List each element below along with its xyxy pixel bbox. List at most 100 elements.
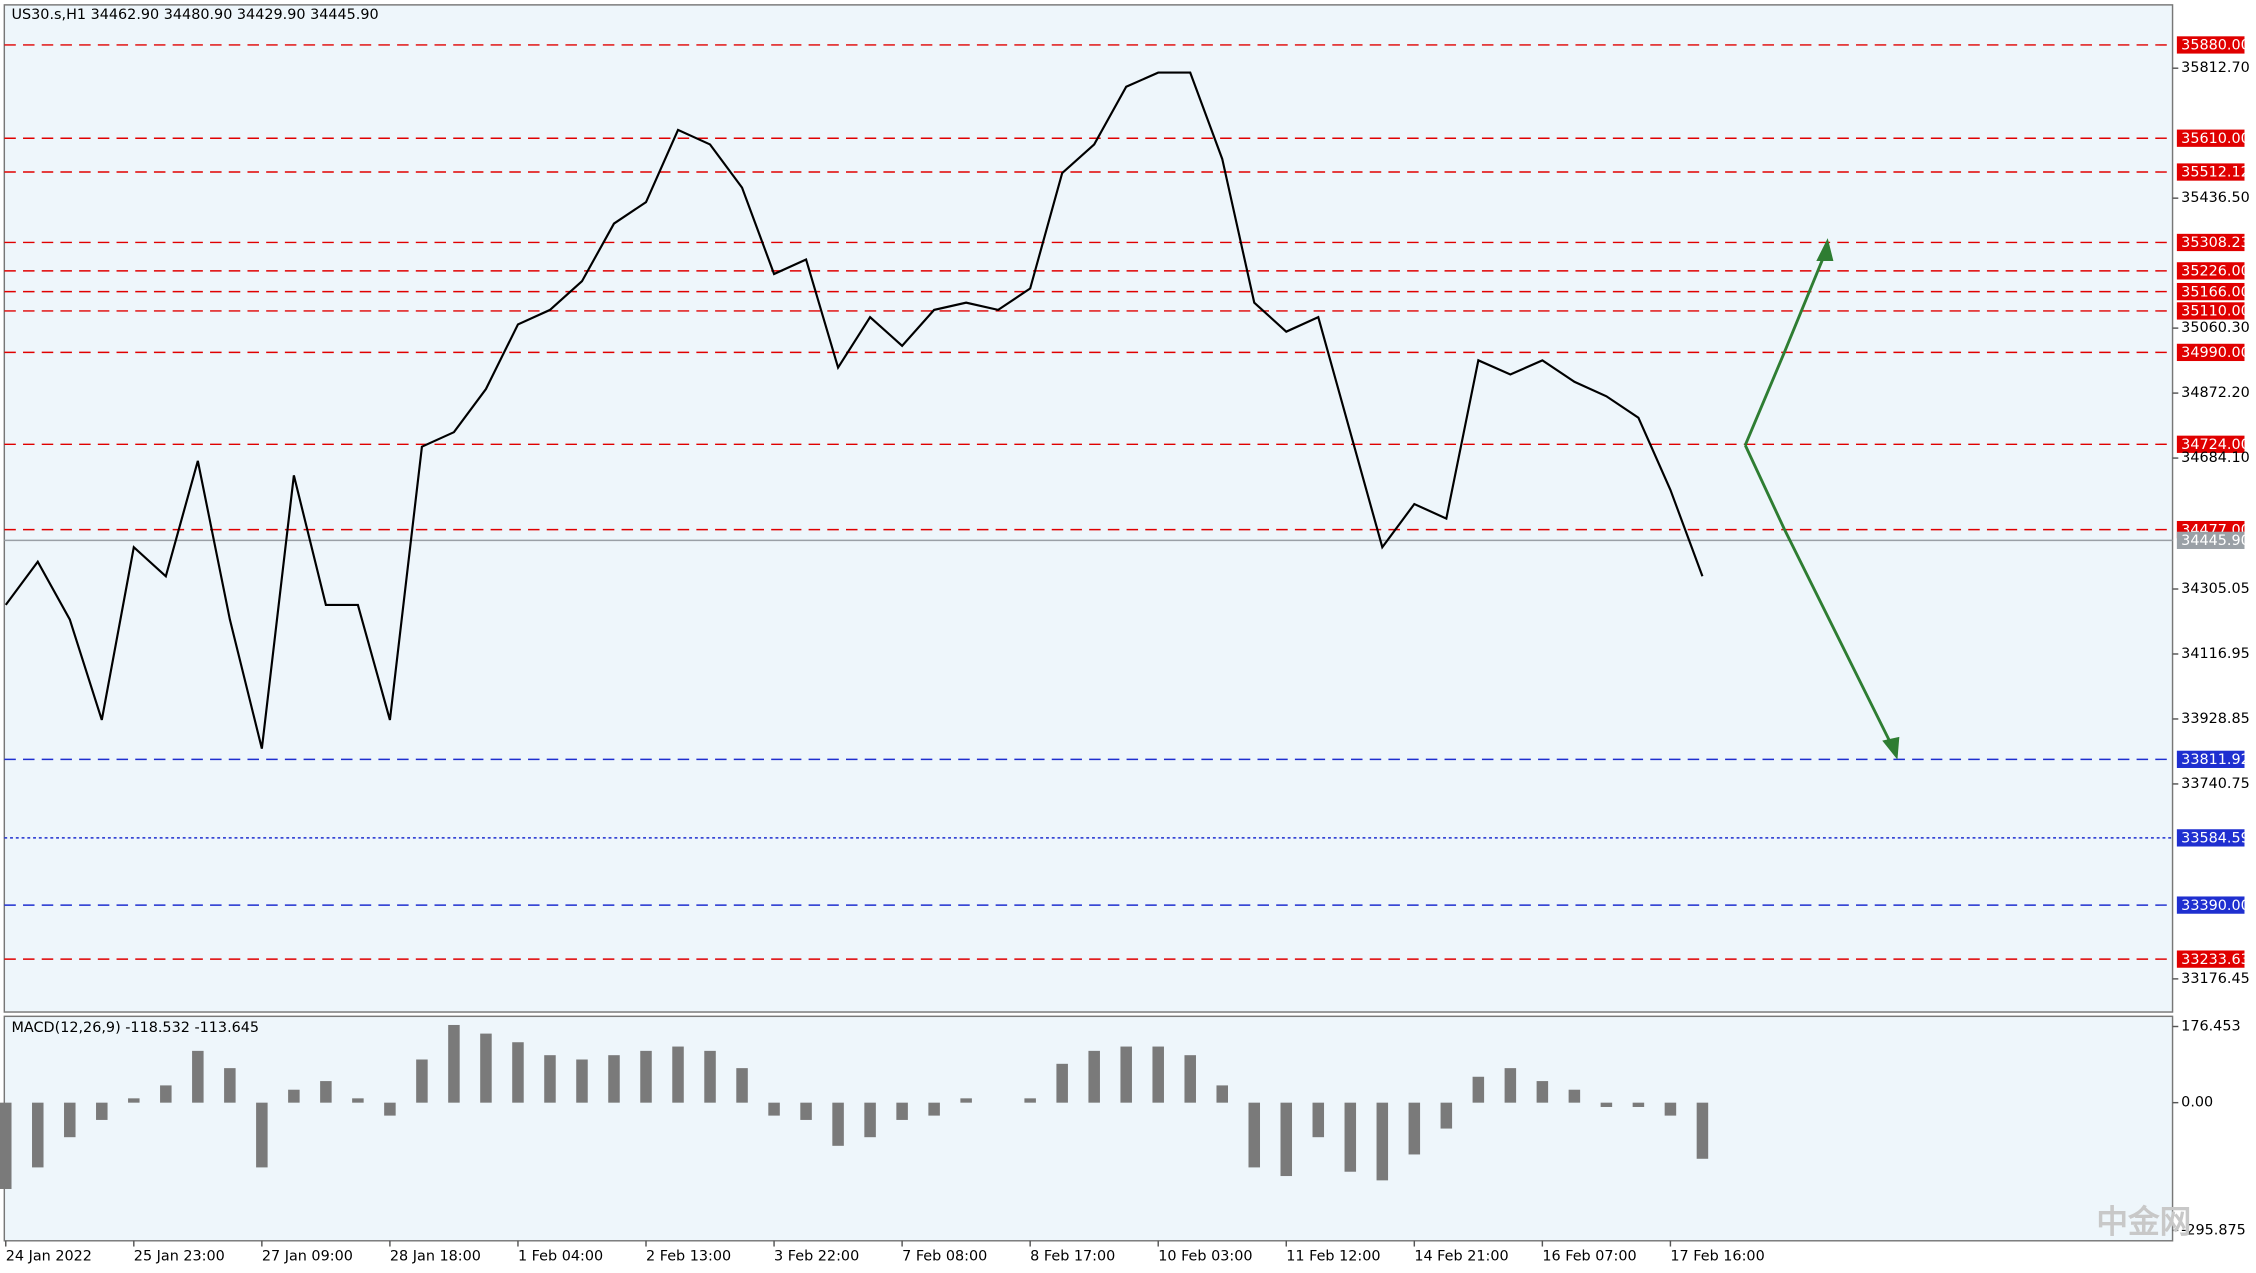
macd-bar [640,1050,652,1103]
main-panel [3,4,2174,1013]
y-tick-label: 176.453 [2181,1019,2240,1035]
macd-bar [160,1085,172,1103]
macd-bar [448,1024,460,1103]
macd-bar [672,1046,684,1103]
macd-bar [928,1102,940,1116]
y-tick-label: 34684.10 [2181,450,2250,466]
level-box [2176,36,2245,54]
arrow-down [1743,444,1895,750]
macd-bar [1504,1068,1517,1103]
x-tick-label: 3 Feb 22:00 [774,1249,859,1265]
x-tick-label: 14 Feb 21:00 [1414,1249,1508,1265]
macd-title: MACD(12,26,9) -118.532 -113.645 [12,1020,260,1036]
level-box [2176,262,2245,280]
x-tick-label: 11 Feb 12:00 [1286,1249,1380,1265]
macd-bar [256,1102,268,1168]
x-tick-label: 1 Feb 04:00 [518,1249,603,1265]
x-tick-label: 7 Feb 08:00 [902,1249,987,1265]
level-box [2176,343,2245,362]
macd-bar [0,1102,12,1189]
x-tick-label: 2 Feb 13:00 [646,1249,731,1265]
macd-bar [512,1042,524,1103]
arrow-head [1816,238,1834,261]
level-tag: 35512.12 [2176,163,2250,181]
macd-bar [832,1102,844,1146]
level-box [2176,163,2245,181]
macd-bar [320,1081,332,1103]
arrow-up [1743,247,1829,446]
level-label: 34445.90 [2181,533,2250,549]
macd-bar [864,1102,876,1138]
x-tick-label: 8 Feb 17:00 [1030,1249,1115,1265]
level-label: 33233.63 [2181,952,2250,968]
macd-bar [1248,1102,1261,1168]
macd-bar [224,1068,236,1103]
y-tick-label: 35060.30 [2181,320,2250,336]
price-line [4,71,1704,749]
macd-bar [96,1102,108,1120]
macd-bar [1216,1085,1228,1103]
plot: 35812.70 35436.50 35060.30 34872.20 34684.10… [0,60,2250,1265]
level-label: 35512.12 [2181,165,2250,181]
chart-title: US30.s,H1 34462.90 34480.90 34429.90 344… [12,7,379,23]
macd-bar [544,1055,556,1103]
level-tag: 34990.00 [2176,343,2250,362]
x-tick-label: 24 Jan 2022 [6,1249,92,1265]
x-tick-label: 25 Jan 23:00 [134,1249,225,1265]
x-tick-label: 27 Jan 09:00 [262,1249,353,1265]
level-box [2176,302,2245,320]
y-tick-label: 35436.50 [2181,190,2250,206]
level-tag: 33584.59 [2176,829,2250,847]
y-tick-label: 34116.95 [2181,646,2250,662]
macd-bar [1376,1102,1389,1181]
macd-bar [800,1102,812,1120]
macd-bar [1664,1102,1677,1116]
macd-bar [192,1050,204,1103]
level-box [2176,896,2245,914]
macd-bar [1536,1081,1549,1103]
y-tick-label: -295.875 [2181,1222,2246,1238]
macd-bar [1088,1050,1100,1103]
level-label: 33390.00 [2181,898,2250,914]
level-tag: 35110.00 [2176,302,2250,320]
level-box [2176,435,2245,453]
macd-bar [1152,1046,1164,1103]
level-label: 35610.00 [2181,131,2250,147]
macd-bar [1600,1102,1613,1107]
macd-bar [1056,1063,1068,1103]
level-box [2176,233,2245,252]
level-tag: 33390.00 [2176,896,2250,914]
macd-bar [576,1059,588,1103]
arrow-head [1882,736,1900,760]
macd-bar [960,1098,972,1103]
macd-bar [64,1102,76,1138]
y-tick-label: 0.00 [2181,1095,2213,1111]
level-tag: 34445.90 [2176,531,2250,549]
watermark: 中金网 [2096,1204,2191,1241]
level-box [2176,750,2245,768]
macd-bar [704,1050,716,1103]
macd-bar [1280,1102,1293,1177]
level-label: 35880.00 [2181,38,2250,54]
macd-bar [1568,1089,1581,1103]
macd-bar [384,1102,396,1116]
macd-bar [896,1102,908,1120]
macd-bar [1632,1102,1645,1107]
y-tick-label: 35812.70 [2181,60,2250,76]
y-tick-label: 33928.85 [2181,711,2250,727]
level-box [2176,282,2245,301]
level-label: 35308.23 [2181,235,2250,251]
macd-bar [1120,1046,1132,1103]
level-tag: 34724.00 [2176,435,2250,453]
y-tick-label: 33740.75 [2181,776,2250,792]
level-tag: 33811.92 [2176,750,2250,768]
levels: 35880.00 35610.00 35512.12 35308.23 35226.00… [4,36,2250,968]
macd-bar [1440,1102,1453,1129]
macd-bar [32,1102,44,1168]
macd-bar [1472,1076,1485,1103]
level-label: 33584.59 [2181,831,2250,847]
macd-bar [416,1059,428,1103]
level-box [2176,129,2245,147]
macd-bar [1408,1102,1421,1155]
level-label: 35226.00 [2181,264,2250,280]
